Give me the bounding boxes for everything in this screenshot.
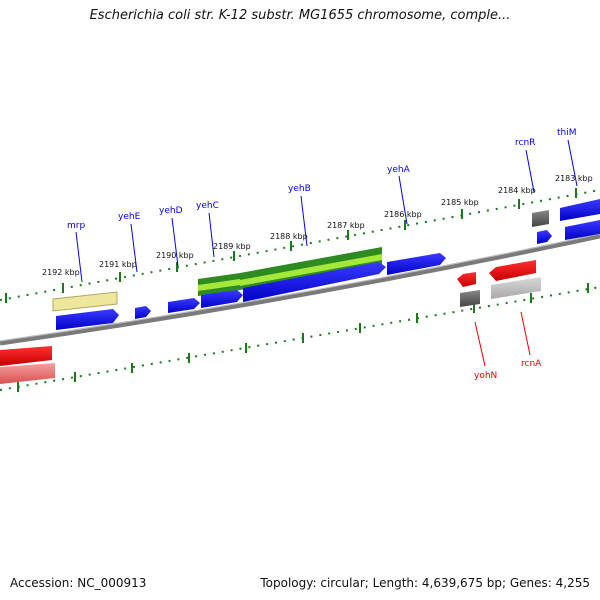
tick-label-2188: 2188 kbp — [270, 232, 308, 241]
rcnA-gene-arrow[interactable] — [489, 260, 536, 281]
yehB-gene-arrow[interactable] — [243, 262, 386, 302]
thiM-gene-arrow-upper[interactable] — [560, 199, 600, 221]
yehC-gene-arrow[interactable] — [201, 290, 243, 308]
tick-label-2191: 2191 kbp — [99, 260, 137, 269]
gene-label-yehA[interactable]: yehA — [387, 165, 411, 175]
yehD-gene-arrow[interactable] — [168, 298, 200, 313]
tick-label-2186: 2186 kbp — [384, 210, 422, 219]
genome-summary-text: Topology: circular; Length: 4,639,675 bp… — [260, 576, 590, 590]
left-reverse-gene-pink[interactable] — [0, 363, 55, 384]
reverse-callouts — [474, 311, 531, 367]
tick-label-2187: 2187 kbp — [327, 221, 365, 230]
yohN-cds-bar[interactable] — [460, 290, 480, 307]
tick-label-2189: 2189 kbp — [213, 242, 251, 251]
gene-label-rcnA[interactable]: rcnA — [521, 359, 542, 369]
rcnA-cds-bar[interactable] — [491, 277, 541, 299]
chromosome-backbone — [0, 233, 600, 346]
gene-label-yohN[interactable]: yohN — [474, 371, 497, 381]
gene-label-yehE[interactable]: yehE — [118, 212, 141, 222]
gene-label-rcnR[interactable]: rcnR — [515, 138, 535, 148]
forward-callouts — [75, 139, 578, 283]
gene-label-yehD[interactable]: yehD — [159, 206, 183, 216]
rcnR-gene-arrow[interactable] — [537, 230, 552, 244]
accession-text: Accession: NC_000913 — [10, 576, 147, 590]
thiM-gene-arrow-lower[interactable] — [565, 220, 600, 240]
map-title: Escherichia coli str. K-12 substr. MG165… — [89, 8, 511, 23]
tick-label-2192: 2192 kbp — [42, 268, 80, 277]
tick-label-2183: 2183 kbp — [555, 174, 593, 183]
yehA-gene-arrow[interactable] — [387, 253, 446, 275]
mrp-cds-bar[interactable] — [52, 291, 118, 312]
gene-label-mrp[interactable]: mrp — [67, 221, 85, 231]
gene-label-yehC[interactable]: yehC — [196, 201, 219, 211]
gene-label-thiM[interactable]: thiM — [557, 128, 577, 138]
mrp-gene-arrow[interactable] — [56, 309, 119, 330]
major-ticks — [5, 188, 589, 392]
left-reverse-gene-red[interactable] — [0, 346, 52, 366]
tick-label-2190: 2190 kbp — [156, 251, 194, 260]
tick-label-2185: 2185 kbp — [441, 198, 479, 207]
yehE-gene-arrow[interactable] — [135, 306, 151, 319]
yohN-gene-arrow[interactable] — [457, 272, 476, 287]
tick-label-2184: 2184 kbp — [498, 186, 536, 195]
gene-label-yehB[interactable]: yehB — [288, 184, 311, 194]
rcnR-cds-bar[interactable] — [532, 210, 549, 227]
